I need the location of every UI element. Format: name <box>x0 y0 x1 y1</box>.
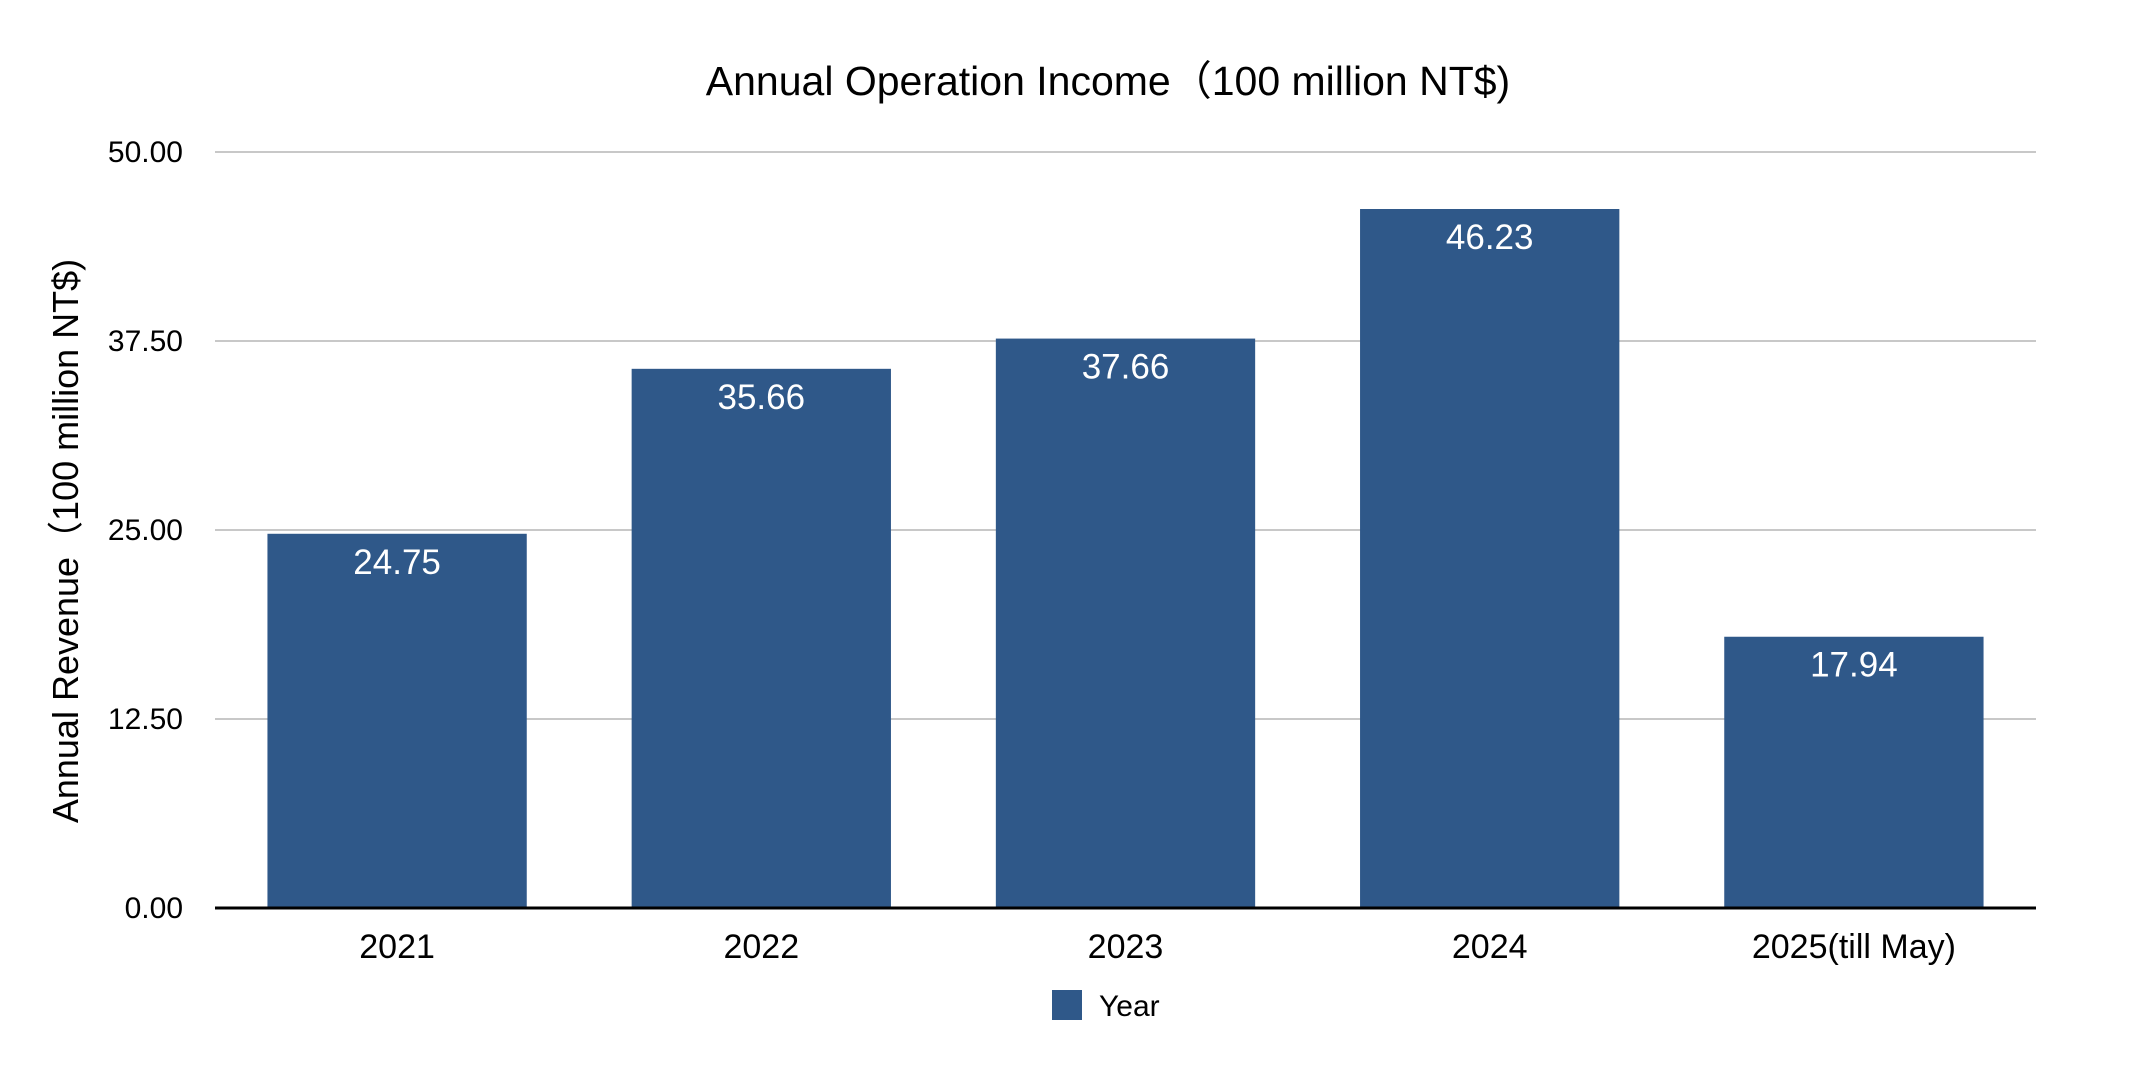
bar <box>1724 636 1984 908</box>
data-labels: 24.75 35.66 37.66 46.23 17.94 <box>353 218 1897 685</box>
chart-title: Annual Operation Income（100 million NT$) <box>706 58 1510 104</box>
x-tick-label: 2021 <box>359 928 435 966</box>
data-label: 46.23 <box>1446 218 1534 257</box>
y-tick-label: 12.50 <box>108 703 183 736</box>
data-label: 37.66 <box>1082 348 1170 387</box>
y-tick-label: 37.50 <box>108 325 183 358</box>
legend-swatch <box>1052 990 1082 1020</box>
bar <box>995 338 1256 908</box>
data-label: 35.66 <box>718 378 806 417</box>
bar <box>1360 209 1620 909</box>
x-tick-label: 2025(till May) <box>1752 928 1956 966</box>
data-label: 17.94 <box>1810 646 1898 685</box>
data-label: 24.75 <box>353 543 441 582</box>
y-tick-labels: 0.00 12.50 25.00 37.50 50.00 <box>108 136 183 925</box>
x-tick-label: 2022 <box>723 928 799 966</box>
x-tick-label: 2024 <box>1452 928 1528 966</box>
bar <box>267 533 527 908</box>
legend: Year <box>1052 990 1160 1023</box>
y-axis-label: Annual Revenue（100 million NT$) <box>45 259 86 823</box>
x-tick-labels: 2021 2022 2023 2024 2025(till May) <box>359 928 1956 966</box>
bar <box>631 368 891 908</box>
x-tick-label: 2023 <box>1088 928 1164 966</box>
y-tick-label: 50.00 <box>108 136 183 169</box>
y-tick-label: 25.00 <box>108 514 183 547</box>
y-tick-label: 0.00 <box>125 892 183 925</box>
bars <box>267 209 1984 909</box>
legend-label: Year <box>1099 990 1160 1023</box>
